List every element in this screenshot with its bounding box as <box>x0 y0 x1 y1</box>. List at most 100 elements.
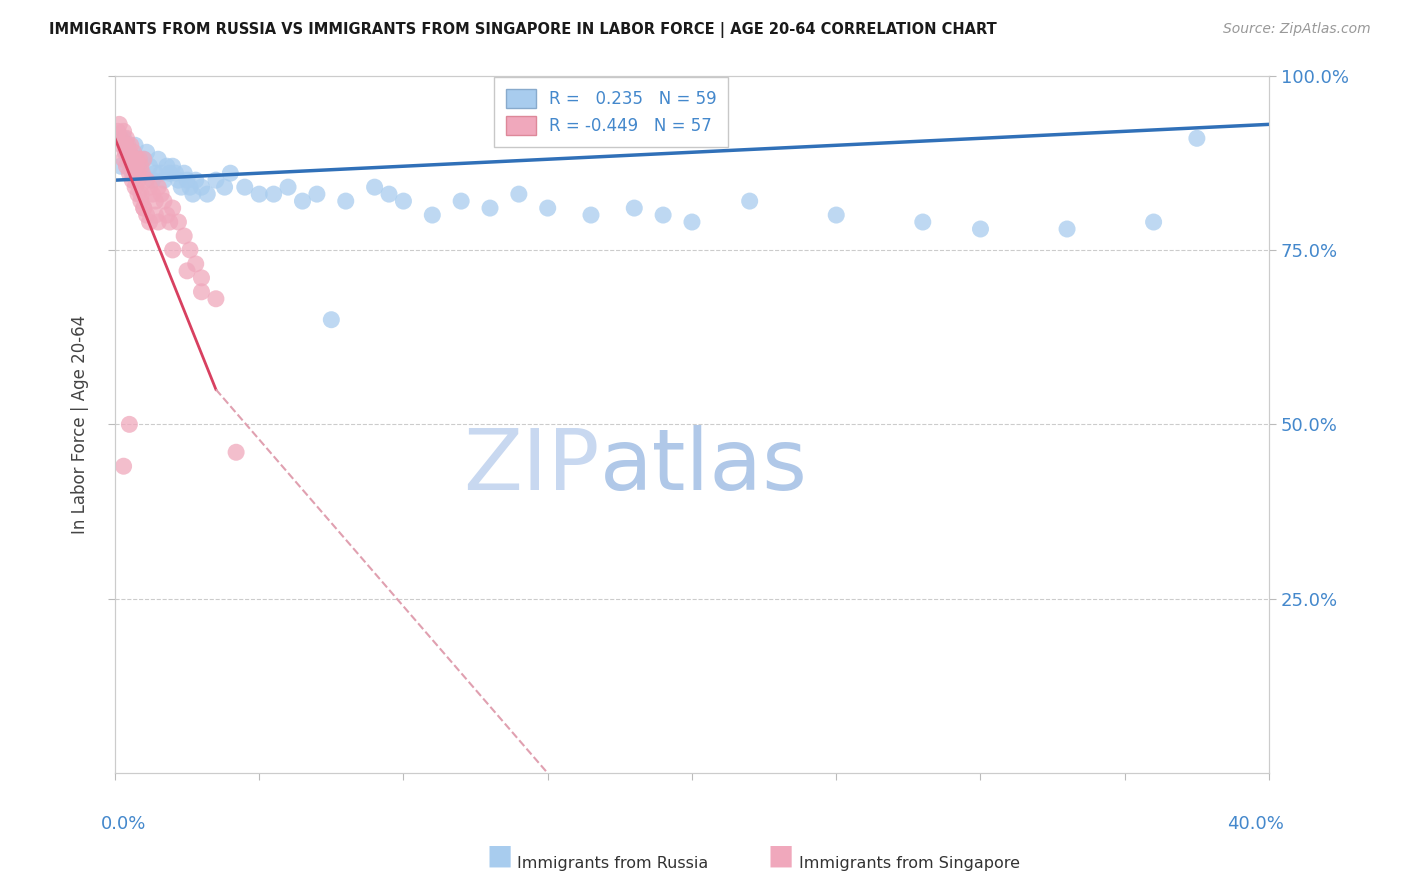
Point <box>162 243 184 257</box>
Point <box>121 159 143 173</box>
Point <box>681 215 703 229</box>
Point <box>148 153 170 167</box>
Point <box>141 187 163 202</box>
Text: ■: ■ <box>768 842 793 870</box>
Point <box>181 187 204 202</box>
Point <box>167 173 190 187</box>
Point <box>114 145 136 160</box>
Point <box>129 159 152 173</box>
Point <box>179 180 201 194</box>
Point <box>219 166 242 180</box>
Point <box>112 153 135 167</box>
Point <box>623 201 645 215</box>
Point <box>479 201 502 215</box>
Point <box>537 201 560 215</box>
Point <box>378 187 401 202</box>
Text: IMMIGRANTS FROM RUSSIA VS IMMIGRANTS FROM SINGAPORE IN LABOR FORCE | AGE 20-64 C: IMMIGRANTS FROM RUSSIA VS IMMIGRANTS FRO… <box>49 22 997 38</box>
Point <box>162 201 184 215</box>
Point <box>184 257 207 271</box>
Text: atlas: atlas <box>599 425 807 508</box>
Text: Immigrants from Russia: Immigrants from Russia <box>517 856 709 871</box>
Text: Source: ZipAtlas.com: Source: ZipAtlas.com <box>1223 22 1371 37</box>
Point <box>159 166 181 180</box>
Point <box>121 153 143 167</box>
Point <box>263 187 285 202</box>
Point <box>129 166 152 180</box>
Point <box>214 180 236 194</box>
Point <box>135 208 157 222</box>
Point <box>170 180 193 194</box>
Y-axis label: In Labor Force | Age 20-64: In Labor Force | Age 20-64 <box>72 315 89 534</box>
Point <box>162 159 184 173</box>
Text: Immigrants from Singapore: Immigrants from Singapore <box>799 856 1019 871</box>
Point <box>148 215 170 229</box>
Point <box>305 187 328 202</box>
Point <box>127 166 149 180</box>
Text: 40.0%: 40.0% <box>1226 815 1284 833</box>
Point <box>652 208 675 222</box>
Point <box>190 270 212 285</box>
Point <box>129 194 152 208</box>
Text: ■: ■ <box>486 842 512 870</box>
Point <box>225 445 247 459</box>
Point <box>143 194 166 208</box>
Point <box>205 292 228 306</box>
Point <box>125 153 148 167</box>
Point <box>118 153 141 167</box>
Point <box>450 194 472 208</box>
Point <box>1142 215 1164 229</box>
Point <box>112 131 135 145</box>
Point <box>508 187 530 202</box>
Point <box>153 173 176 187</box>
Point <box>190 180 212 194</box>
Legend: R =   0.235   N = 59, R = -0.449   N = 57: R = 0.235 N = 59, R = -0.449 N = 57 <box>494 77 728 147</box>
Point <box>132 153 155 167</box>
Point <box>150 166 173 180</box>
Point <box>579 208 602 222</box>
Point <box>124 138 146 153</box>
Point <box>112 124 135 138</box>
Point <box>121 166 143 180</box>
Point <box>150 187 173 202</box>
Point <box>120 138 142 153</box>
Point <box>159 215 181 229</box>
Point <box>129 187 152 202</box>
Point <box>118 145 141 160</box>
Point <box>110 159 132 173</box>
Point <box>141 173 163 187</box>
Point <box>825 208 848 222</box>
Point <box>176 264 198 278</box>
Point <box>335 194 357 208</box>
Point <box>135 173 157 187</box>
Point <box>138 180 160 194</box>
Text: ZIP: ZIP <box>463 425 599 508</box>
Point <box>127 159 149 173</box>
Point <box>392 194 415 208</box>
Point <box>156 208 179 222</box>
Point <box>420 208 443 222</box>
Point <box>108 117 131 131</box>
Point <box>179 243 201 257</box>
Point <box>911 215 934 229</box>
Point <box>165 166 187 180</box>
Point <box>115 145 138 160</box>
Point <box>143 208 166 222</box>
Point <box>1185 131 1208 145</box>
Point <box>247 187 270 202</box>
Point <box>115 159 138 173</box>
Point <box>291 194 314 208</box>
Point <box>117 138 139 153</box>
Point <box>143 166 166 180</box>
Point <box>107 124 129 138</box>
Point <box>277 180 299 194</box>
Point <box>176 173 198 187</box>
Point <box>190 285 212 299</box>
Point <box>128 153 150 167</box>
Point <box>233 180 256 194</box>
Point <box>121 173 143 187</box>
Point <box>969 222 991 236</box>
Point <box>153 194 176 208</box>
Point <box>127 173 149 187</box>
Point <box>114 138 136 153</box>
Text: 0.0%: 0.0% <box>100 815 146 833</box>
